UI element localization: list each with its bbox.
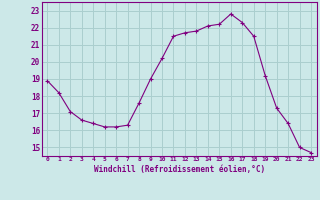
X-axis label: Windchill (Refroidissement éolien,°C): Windchill (Refroidissement éolien,°C): [94, 165, 265, 174]
